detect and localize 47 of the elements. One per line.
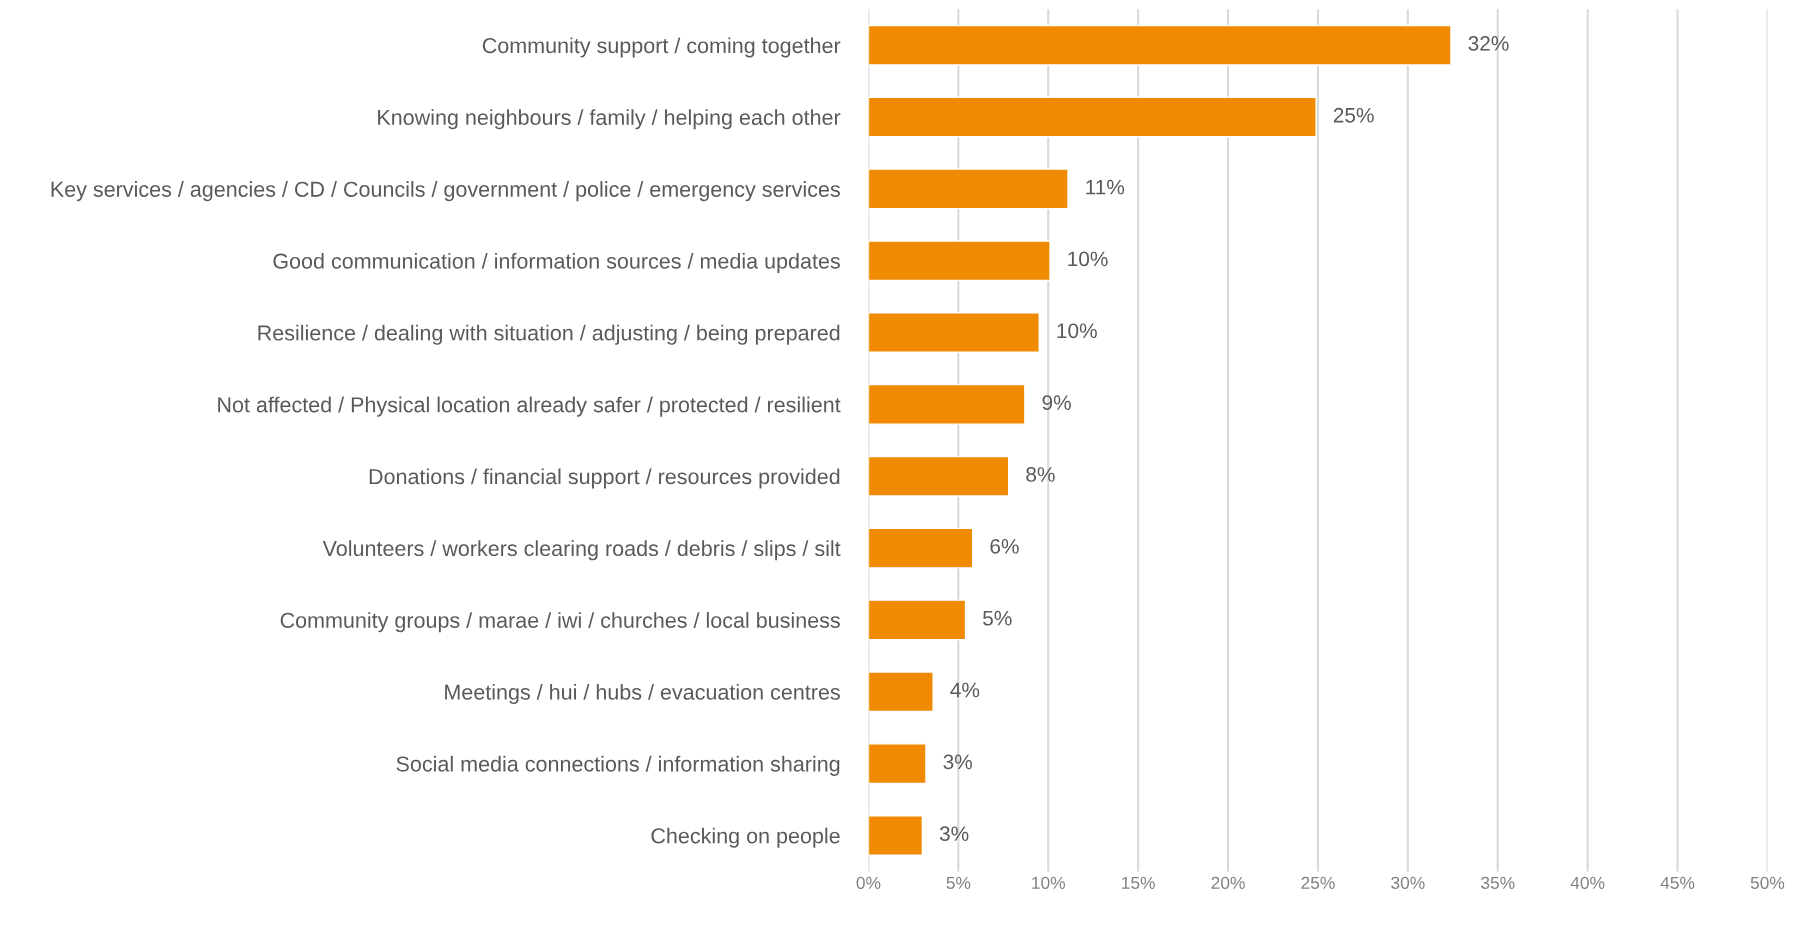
x-tick-label: 20% (1211, 876, 1245, 889)
data-label: 9% (1042, 395, 1071, 410)
data-label: 25% (1333, 107, 1374, 123)
bar (868, 24, 1452, 66)
bar (868, 455, 1010, 497)
y-tick-label: Volunteers / workers clearing roads / debris / slips / silt (322, 540, 841, 561)
data-label: 10% (1057, 323, 1097, 339)
x-tick-label: 5% (946, 876, 971, 889)
data-label: 5% (983, 610, 1012, 626)
x-tick-label: 15% (1122, 876, 1155, 889)
data-label: 10% (1068, 251, 1108, 267)
y-tick-label: Donations / financial support / resources provided (369, 468, 840, 489)
bar (868, 599, 967, 641)
y-tick-label: Knowing neighbours / family / helping each other (378, 109, 841, 130)
bar (868, 96, 1317, 138)
x-tick-label: 45% (1660, 876, 1695, 889)
bar (868, 168, 1069, 210)
y-tick-label: Not affected / Physical location already safer / protected / resilient (218, 396, 841, 417)
data-label: 32% (1468, 36, 1509, 51)
bar (868, 815, 924, 856)
data-label: 3% (943, 754, 973, 770)
y-tick-label: Community support / coming together (482, 37, 841, 58)
bar (868, 743, 927, 785)
data-label: 8% (1026, 467, 1055, 482)
y-tick-label: Meetings / hui / hubs / evacuation centres (445, 683, 840, 705)
y-tick-label: Community groups / marae / iwi / churches / local business (280, 612, 840, 633)
x-tick-label: 0% (856, 876, 881, 889)
bar (868, 671, 934, 713)
x-tick-label: 35% (1481, 876, 1515, 889)
y-tick-label: Checking on people (651, 827, 840, 848)
bar (868, 240, 1051, 282)
bar (868, 383, 1026, 425)
x-tick-label: 30% (1391, 876, 1425, 889)
x-tick-label: 50% (1750, 876, 1785, 889)
bar (868, 312, 1040, 354)
y-tick-label: Key services / agencies / CD / Councils / government / police / emergency services (51, 181, 840, 202)
y-tick-label: Social media connections / information sharing (396, 755, 840, 776)
y-tick-label: Resilience / dealing with situation / adjusting / being prepared (258, 324, 840, 345)
data-label: 11% (1086, 179, 1125, 195)
x-tick-label: 25% (1301, 876, 1335, 889)
data-label: 6% (990, 538, 1019, 554)
y-tick-label: Good communication / information sources / media updates (273, 252, 840, 273)
data-label: 4% (950, 682, 980, 698)
x-tick-label: 40% (1570, 876, 1605, 889)
data-label: 3% (939, 826, 969, 842)
bar (868, 527, 974, 569)
x-tick-label: 10% (1032, 876, 1065, 889)
